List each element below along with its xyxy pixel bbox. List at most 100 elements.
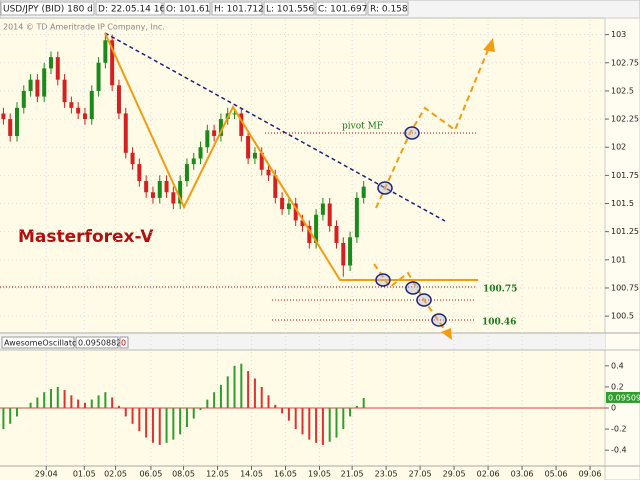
header-field [163, 1, 211, 16]
candle-body [252, 152, 257, 159]
y-tick-label: 100.5 [611, 312, 634, 321]
oscillator-bar [219, 384, 222, 408]
candle-body [21, 90, 26, 108]
x-tick-label: 29.04 [35, 470, 58, 479]
x-tick-label: 06.05 [139, 470, 162, 479]
candle-body [314, 214, 319, 243]
candle-body [42, 68, 47, 97]
candle-body [218, 119, 223, 136]
indicator-flag: 0 [121, 339, 126, 348]
watermark: Masterforex-V [18, 227, 154, 247]
oscillator-bar [158, 408, 161, 445]
x-tick-label: 01.05 [73, 470, 96, 479]
y-tick-label: 102.75 [611, 58, 639, 67]
oscillator-bar [111, 397, 114, 408]
oscillator-bar [29, 402, 32, 408]
candle-body [144, 181, 149, 193]
oscillator-bar [192, 408, 195, 419]
oscillator-bar [294, 408, 297, 430]
candle-body [239, 113, 244, 136]
arrow-head [441, 328, 452, 340]
marker-circle [404, 126, 420, 140]
oscillator-bar [36, 397, 39, 408]
header-text: C: 101.697 [318, 5, 367, 15]
y-tick-label: 101 [611, 255, 626, 264]
candle-body [246, 135, 251, 159]
indicator-box [75, 336, 119, 349]
oscillator-bar [240, 363, 243, 408]
oscillator-bar [104, 392, 107, 408]
annotation: 100.75 [483, 285, 517, 295]
x-tick-label: 19.05 [308, 470, 331, 479]
x-tick-label: 02.06 [477, 470, 500, 479]
oscillator-bar [83, 402, 86, 408]
indicator-value: 0.0950882 [78, 339, 121, 348]
candle-body [191, 158, 196, 165]
oscillator-bar [342, 408, 345, 430]
x-tick-label: 09.06 [579, 470, 602, 479]
header-text: USD/JPY (BID) 180 d 4h [3, 5, 107, 15]
price-axis [604, 17, 640, 480]
header-field [0, 1, 95, 16]
oscillator-bar [43, 392, 46, 408]
candle-body [48, 57, 53, 69]
y-tick-label: 103 [611, 30, 626, 39]
last-value-label: 0.09509 [608, 393, 640, 402]
oscillator-bar [267, 395, 270, 408]
forecast-down [373, 263, 448, 334]
candle-body [62, 79, 67, 103]
y-tick-label: 102.5 [611, 86, 634, 95]
candle-body [354, 197, 359, 238]
candle-body [69, 102, 74, 108]
arrow-head [483, 38, 495, 52]
oscillator-bar [199, 408, 202, 411]
x-tick-label: 23.05 [375, 470, 398, 479]
oscillator-bar [260, 386, 263, 408]
y-tick-label: 102.25 [611, 115, 639, 124]
candle-body [28, 79, 33, 91]
oscillator-bar [56, 386, 59, 408]
header-field [95, 1, 163, 16]
candle-body [1, 113, 6, 120]
marker-circle [416, 293, 432, 307]
oscillator-bar [70, 395, 73, 408]
annotations: pivot MF 100.75 100.46 [0, 32, 517, 340]
oscillator-bar [172, 408, 175, 440]
indicator-box [119, 336, 129, 349]
oscillator-bar [151, 408, 154, 443]
header-field [263, 1, 315, 16]
last-value-box [606, 391, 640, 403]
y-tick-label: 0 [611, 404, 616, 413]
header-text: D: 22.05.14 16:00 [98, 5, 180, 15]
y-tick-label: 101.25 [611, 227, 639, 236]
oscillator-bar [117, 405, 120, 408]
header-field [315, 1, 367, 16]
oscillator-bar [90, 399, 93, 408]
oscillator-bar [77, 399, 80, 408]
oscillator-bar [315, 408, 318, 443]
candle-body [293, 203, 298, 221]
candle-body [150, 192, 155, 198]
header-text: H: 101.712 [214, 5, 264, 15]
marker-circle [431, 313, 447, 327]
candle-body [341, 242, 346, 266]
oscillator-bar [145, 408, 148, 438]
candle-body [8, 119, 13, 136]
indicator-title: AwesomeOscillator [4, 339, 81, 348]
oscillator-bar [179, 408, 182, 435]
candle-body [334, 226, 339, 243]
candle-body [212, 130, 217, 136]
candle-body [266, 169, 271, 176]
x-tick-label: 16.05 [274, 470, 297, 479]
annotation: 100.46 [482, 318, 516, 328]
candle-body [137, 164, 142, 182]
candle-body [307, 226, 312, 243]
candle-body [96, 62, 101, 91]
oscillator-bar [2, 408, 5, 430]
header-field [367, 1, 409, 16]
oscillator-bar [253, 378, 256, 408]
forecast-up [375, 44, 491, 209]
oscillator-bar [138, 408, 141, 432]
